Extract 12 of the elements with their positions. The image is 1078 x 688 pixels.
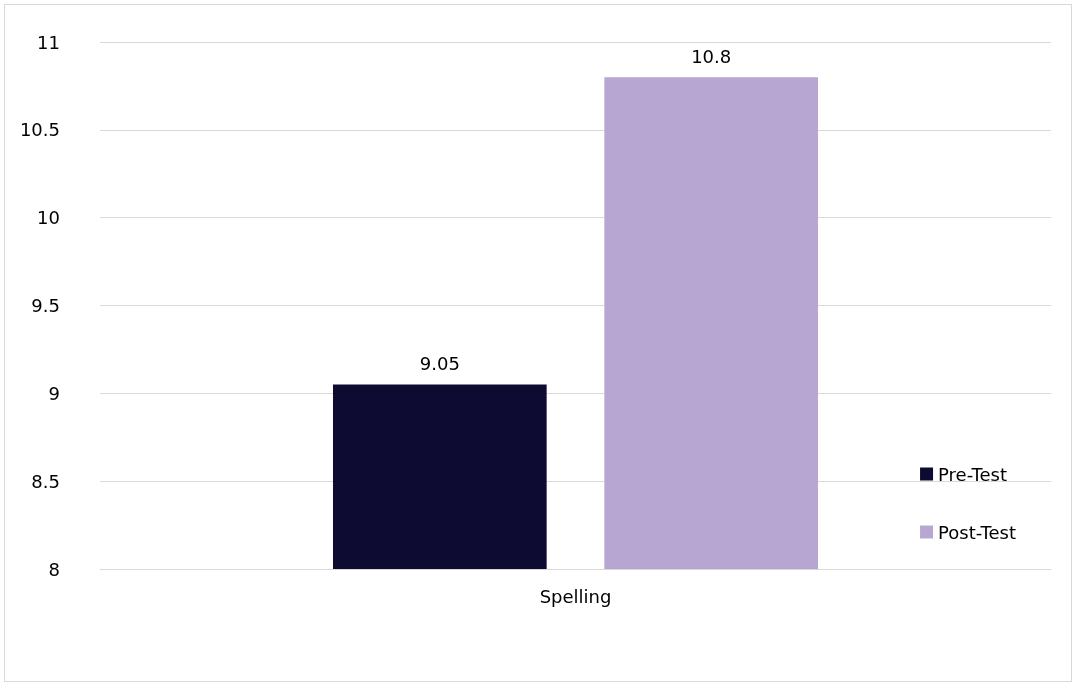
legend-label: Pre-Test	[938, 463, 1007, 485]
data-label: 9.05	[419, 353, 460, 375]
y-tick-label: 10	[37, 207, 60, 229]
y-tick-label: 10.5	[19, 119, 60, 141]
y-tick-label: 9	[48, 382, 60, 404]
y-tick-label: 8.5	[31, 470, 60, 492]
x-tick-label: Spelling	[539, 585, 612, 607]
y-tick-label: 8	[48, 558, 60, 580]
data-label: 10.8	[691, 45, 732, 67]
y-tick-label: 9.5	[31, 295, 60, 316]
y-tick-label: 11	[37, 31, 60, 53]
legend-label: Post-Test	[938, 521, 1016, 543]
